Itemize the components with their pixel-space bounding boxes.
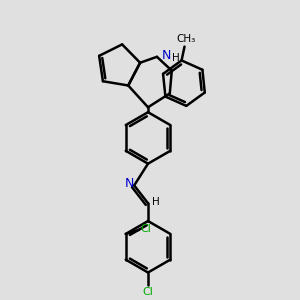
Text: N: N — [124, 177, 134, 190]
Text: N: N — [162, 49, 172, 62]
Text: H: H — [152, 197, 160, 207]
Text: Cl: Cl — [142, 287, 154, 297]
Text: CH₃: CH₃ — [176, 34, 195, 44]
Text: Cl: Cl — [140, 224, 151, 234]
Text: H: H — [172, 53, 180, 63]
